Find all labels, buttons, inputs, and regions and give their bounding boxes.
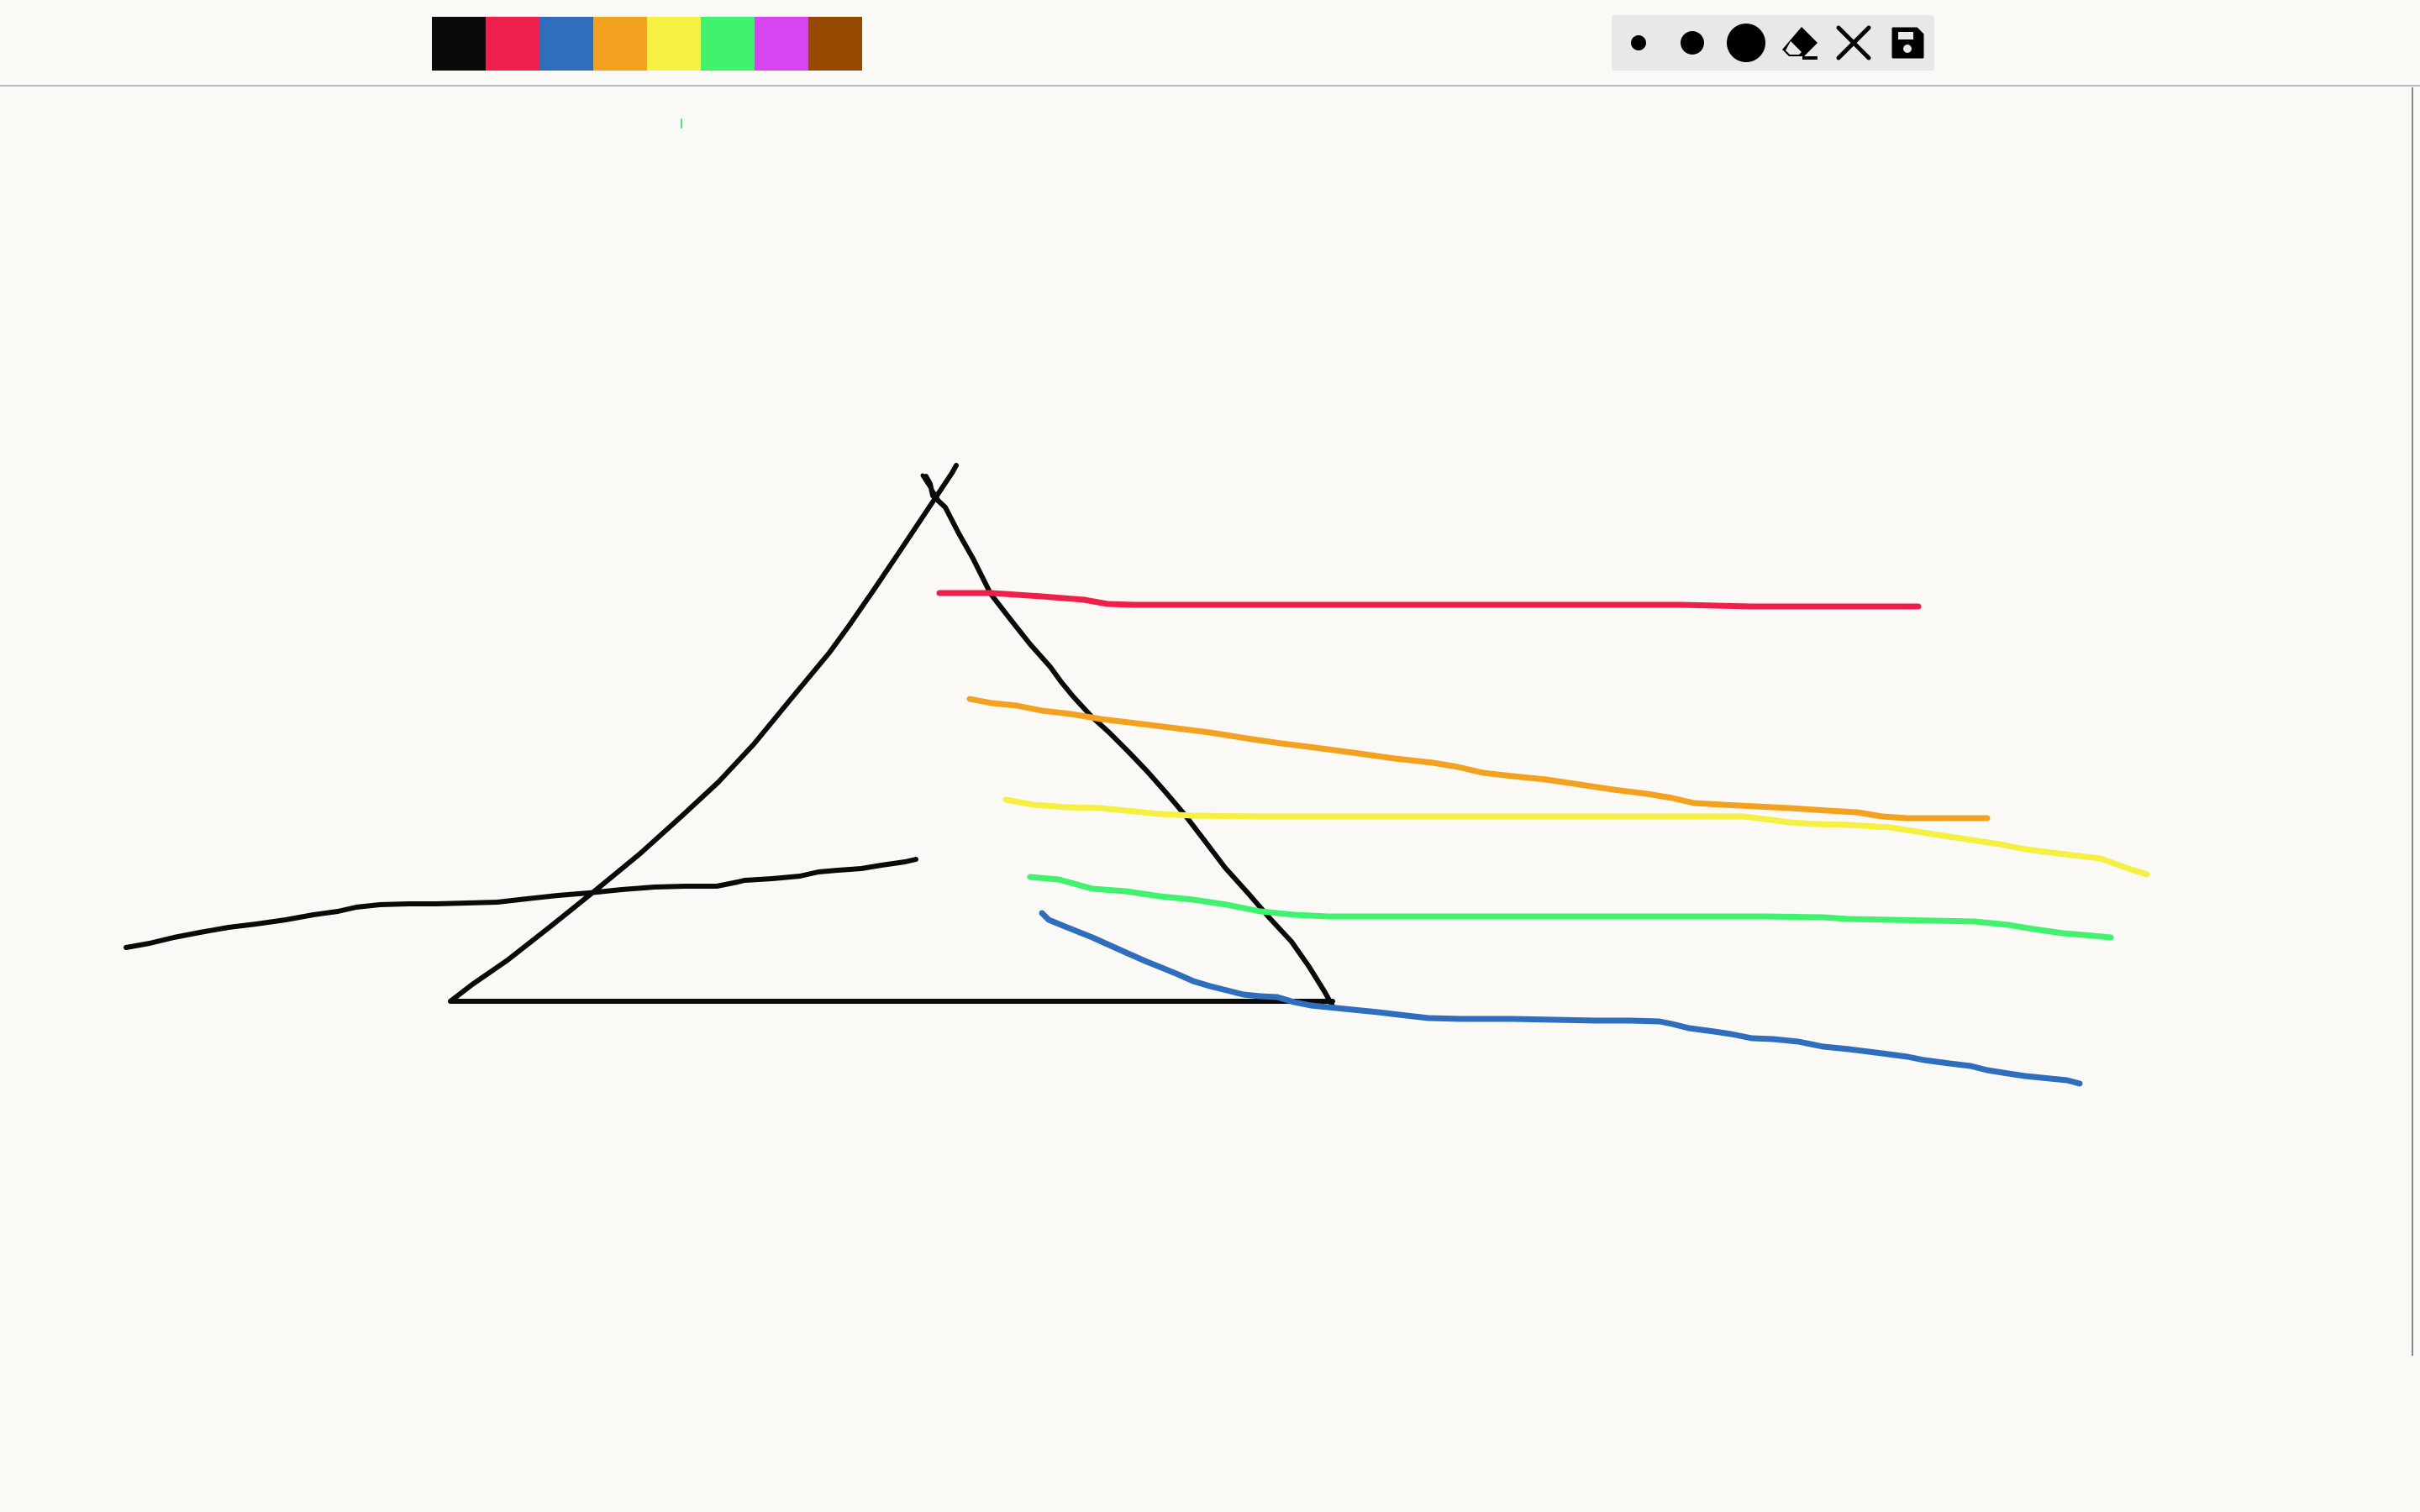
vertical-scrollbar[interactable]	[2412, 87, 2413, 1356]
tool-panel	[1612, 15, 1934, 71]
stroke-blue-ray	[1039, 910, 2083, 1087]
stroke-red-ray	[936, 590, 1922, 610]
drawing-surface[interactable]	[0, 87, 2420, 1512]
color-swatch-black[interactable]	[432, 17, 486, 71]
stroke-prism-apex-tick	[920, 473, 940, 501]
brush-medium-button[interactable]	[1665, 15, 1719, 71]
stroke-incoming-beam	[124, 857, 918, 950]
stroke-prism-left-side	[448, 463, 959, 1004]
color-swatch-purple[interactable]	[755, 17, 808, 71]
stroke-orange-ray	[966, 696, 1991, 822]
clear-button[interactable]	[1827, 15, 1881, 71]
dot-small-icon	[1631, 35, 1646, 50]
color-swatch-orange[interactable]	[593, 17, 647, 71]
dot-large-icon	[1727, 24, 1765, 62]
stroke-green-ray	[1027, 874, 2114, 941]
drawing-canvas[interactable]	[0, 87, 2420, 1512]
color-swatch-red[interactable]	[486, 17, 539, 71]
eraser-icon	[1782, 27, 1818, 60]
stroke-yellow-ray	[1002, 796, 2150, 878]
color-palette	[432, 17, 862, 71]
save-icon	[1891, 27, 1924, 59]
color-swatch-brown[interactable]	[808, 17, 862, 71]
toolbar	[0, 0, 2420, 87]
color-swatch-blue[interactable]	[539, 17, 593, 71]
brush-large-button[interactable]	[1719, 15, 1773, 71]
dot-medium-icon	[1681, 31, 1704, 55]
color-swatch-yellow[interactable]	[647, 17, 701, 71]
eraser-button[interactable]	[1773, 15, 1827, 71]
color-swatch-green[interactable]	[701, 17, 755, 71]
brush-small-button[interactable]	[1612, 15, 1665, 71]
close-icon	[1836, 25, 1871, 60]
save-button[interactable]	[1881, 15, 1934, 71]
